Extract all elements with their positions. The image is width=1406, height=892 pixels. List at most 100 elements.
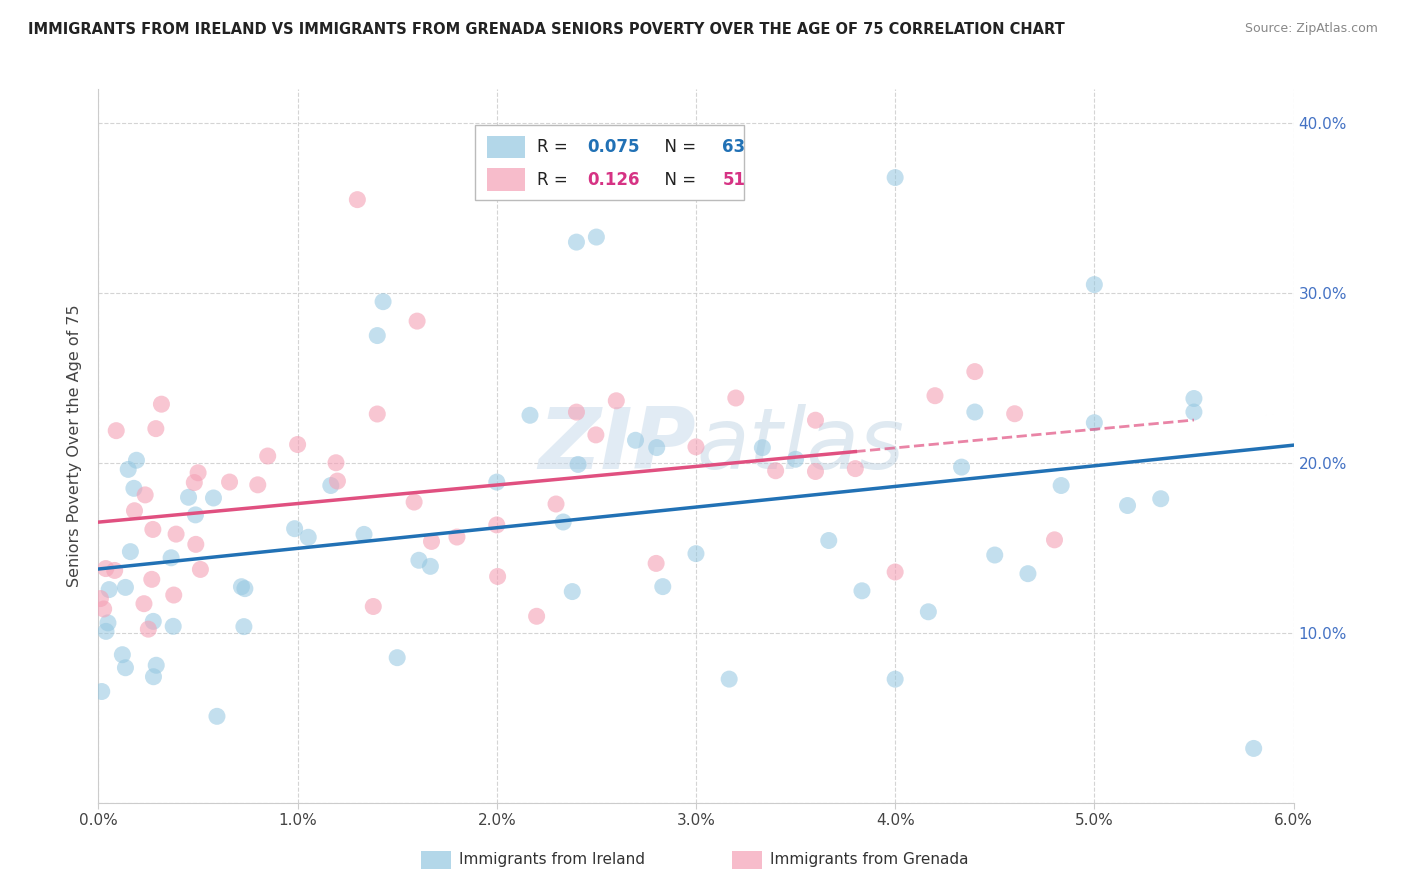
Text: R =: R =: [537, 171, 574, 189]
Point: [142, 615, 165, 629]
Text: 51: 51: [723, 171, 745, 189]
Point: [561, 584, 583, 599]
Text: N =: N =: [654, 171, 702, 189]
Point: [90, 684, 112, 698]
Text: N =: N =: [654, 138, 702, 156]
Text: R =: R =: [537, 138, 574, 156]
Point: [93, 602, 115, 616]
Point: [120, 544, 142, 558]
FancyBboxPatch shape: [486, 169, 524, 191]
Point: [485, 475, 508, 489]
Point: [297, 530, 319, 544]
Point: [142, 523, 165, 537]
Point: [124, 504, 146, 518]
Point: [1243, 741, 1265, 756]
Point: [645, 557, 668, 571]
Point: [408, 553, 430, 567]
Point: [114, 661, 136, 675]
Point: [645, 441, 668, 455]
Point: [104, 564, 127, 578]
Point: [585, 230, 607, 244]
Point: [1116, 499, 1139, 513]
Point: [233, 582, 256, 596]
Point: [114, 581, 136, 595]
Point: [122, 481, 145, 495]
Point: [202, 491, 225, 505]
Point: [804, 413, 827, 427]
Point: [98, 582, 121, 597]
Point: [605, 393, 627, 408]
Point: [326, 474, 349, 488]
Point: [817, 533, 839, 548]
Point: [486, 569, 509, 583]
Point: [751, 441, 773, 455]
Point: [89, 591, 111, 606]
Point: [218, 475, 240, 489]
Point: [950, 460, 973, 475]
Point: [145, 422, 167, 436]
Point: [1150, 491, 1173, 506]
Point: [851, 583, 873, 598]
Point: [366, 407, 388, 421]
Point: [184, 537, 207, 551]
Point: [231, 580, 253, 594]
Point: [406, 314, 429, 328]
Point: [446, 530, 468, 544]
Point: [145, 658, 167, 673]
Text: Immigrants from Grenada: Immigrants from Grenada: [770, 853, 969, 867]
Point: [585, 428, 607, 442]
Point: [187, 466, 209, 480]
Point: [385, 650, 409, 665]
Point: [97, 615, 120, 630]
Point: [785, 452, 807, 467]
Point: [346, 193, 368, 207]
Text: atlas: atlas: [696, 404, 904, 488]
Point: [567, 458, 589, 472]
Point: [94, 561, 117, 575]
Point: [183, 475, 205, 490]
Point: [565, 405, 588, 419]
Point: [150, 397, 173, 411]
Point: [366, 328, 388, 343]
Point: [963, 405, 986, 419]
Point: [651, 580, 673, 594]
Point: [519, 409, 541, 423]
FancyBboxPatch shape: [733, 851, 762, 869]
Text: Source: ZipAtlas.com: Source: ZipAtlas.com: [1244, 22, 1378, 36]
Point: [177, 490, 200, 504]
Point: [1182, 392, 1205, 406]
Point: [256, 449, 278, 463]
Point: [544, 497, 567, 511]
Text: Immigrants from Ireland: Immigrants from Ireland: [460, 853, 645, 867]
Point: [917, 605, 939, 619]
Point: [844, 461, 866, 475]
Point: [205, 709, 228, 723]
Point: [718, 672, 741, 686]
Point: [804, 465, 827, 479]
Point: [94, 624, 117, 639]
Point: [526, 609, 548, 624]
Y-axis label: Seniors Poverty Over the Age of 75: Seniors Poverty Over the Age of 75: [67, 305, 83, 587]
Point: [624, 434, 647, 448]
Point: [319, 478, 342, 492]
Point: [125, 453, 148, 467]
Point: [132, 597, 155, 611]
Point: [1182, 405, 1205, 419]
Point: [1050, 478, 1073, 492]
Point: [924, 389, 946, 403]
Point: [420, 534, 443, 549]
Text: 0.075: 0.075: [588, 138, 640, 156]
Point: [963, 365, 986, 379]
Point: [404, 495, 426, 509]
Point: [184, 508, 207, 522]
Point: [371, 294, 394, 309]
Point: [724, 391, 747, 405]
Point: [162, 619, 184, 633]
Point: [165, 527, 187, 541]
Point: [1043, 533, 1066, 547]
Point: [685, 547, 707, 561]
Point: [884, 170, 907, 185]
FancyBboxPatch shape: [486, 136, 524, 159]
Point: [984, 548, 1007, 562]
Point: [232, 619, 254, 633]
